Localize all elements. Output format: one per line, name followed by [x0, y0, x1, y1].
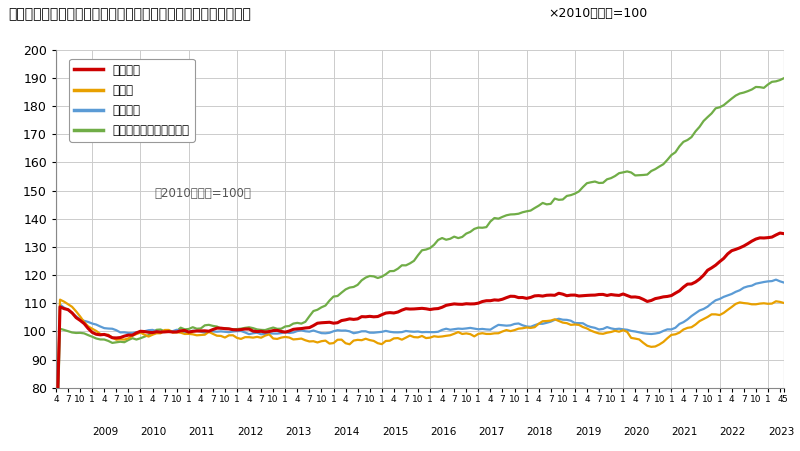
Text: 2021: 2021	[671, 427, 698, 437]
Text: 2020: 2020	[623, 427, 650, 437]
Text: 2014: 2014	[334, 427, 360, 437]
Text: 2018: 2018	[526, 427, 553, 437]
Text: 2023: 2023	[768, 427, 794, 437]
Text: 2010: 2010	[141, 427, 166, 437]
Text: 2015: 2015	[382, 427, 408, 437]
Text: （2010年平均=100）: （2010年平均=100）	[154, 187, 251, 200]
Text: 2022: 2022	[720, 427, 746, 437]
Text: 2012: 2012	[237, 427, 263, 437]
Legend: 住宅総合, 住宅地, 戸建住宅, マンション（区分所有）: 住宅総合, 住宅地, 戸建住宅, マンション（区分所有）	[69, 59, 194, 142]
Text: ×2010年平均=100: ×2010年平均=100	[548, 7, 647, 20]
Text: 2011: 2011	[189, 427, 215, 437]
Text: 2016: 2016	[430, 427, 457, 437]
Text: 2017: 2017	[478, 427, 505, 437]
Text: 2013: 2013	[286, 427, 312, 437]
Text: 2009: 2009	[92, 427, 118, 437]
Text: ＜不動産価格指数（住宅）（令和５年５月分・季節調整値）　＞: ＜不動産価格指数（住宅）（令和５年５月分・季節調整値） ＞	[8, 7, 251, 21]
Text: 2019: 2019	[575, 427, 602, 437]
